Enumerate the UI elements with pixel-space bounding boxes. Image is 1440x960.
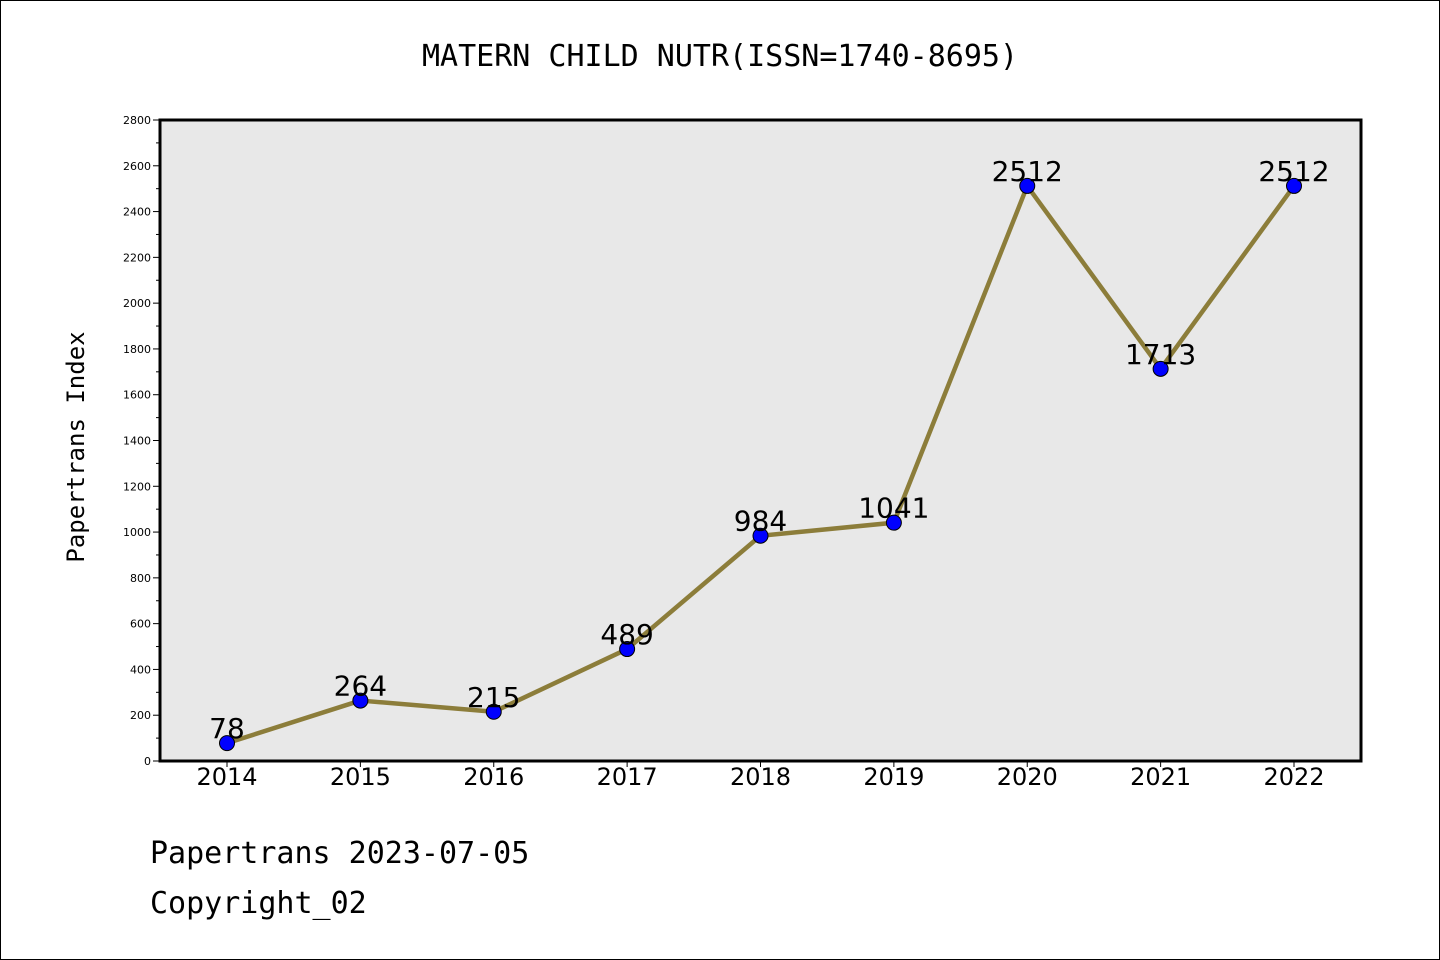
- x-tick-label: 2019: [863, 763, 924, 791]
- data-label: 489: [600, 618, 653, 651]
- x-tick-label: 2017: [597, 763, 658, 791]
- x-tick-label: 2020: [997, 763, 1058, 791]
- data-labels: 78 264 215 489 984 1041 2512 1713 2512: [209, 155, 1329, 745]
- x-tick-label: 2018: [730, 763, 791, 791]
- data-point: [752, 527, 769, 544]
- chart-title: MATERN CHILD NUTR(ISSN=1740-8695): [422, 39, 1018, 74]
- y-tick-label: 2400: [123, 206, 151, 219]
- x-tick-label: 2016: [463, 763, 524, 791]
- data-point: [1286, 177, 1302, 194]
- y-tick-label: 200: [130, 709, 151, 722]
- y-tick-label: 1000: [123, 526, 151, 539]
- x-axis: 2014 2015 2016 2017 2018 2019 2020 2021 2022: [196, 761, 1325, 791]
- y-tick-label: 800: [130, 572, 151, 585]
- y-tick-label: 2800: [123, 114, 151, 127]
- data-label: 1041: [858, 492, 929, 525]
- y-tick-label: 600: [130, 618, 151, 631]
- footer-date: Papertrans 2023-07-05: [150, 836, 530, 871]
- data-point: [485, 703, 502, 720]
- y-tick-label: 1200: [123, 480, 151, 493]
- y-tick-label: 1600: [123, 389, 151, 402]
- y-tick-label: 2600: [123, 160, 151, 173]
- data-point: [1152, 360, 1169, 377]
- series-layer: [219, 177, 1302, 752]
- x-tick-label: 2021: [1130, 763, 1191, 791]
- x-tick-label: 2022: [1263, 763, 1324, 791]
- data-point: [619, 641, 636, 658]
- y-tick-label: 400: [130, 663, 151, 676]
- y-axis-label: Papertrans Index: [62, 331, 90, 562]
- data-label: 264: [334, 670, 387, 703]
- data-point: [219, 735, 235, 752]
- data-label: 2512: [992, 155, 1063, 188]
- data-label: 1713: [1125, 338, 1196, 371]
- data-point: [885, 514, 902, 531]
- x-tick-label: 2015: [330, 763, 391, 791]
- x-tick-label: 2014: [196, 763, 257, 791]
- y-tick-label: 1800: [123, 343, 151, 356]
- data-label: 2512: [1258, 155, 1329, 188]
- y-axis: 0 200 400 600 800 1000 1200 1400 1600 1800 2000 220…: [123, 114, 160, 768]
- y-tick-label: 1400: [123, 435, 151, 448]
- footer-copyright: Copyright_02: [150, 886, 367, 921]
- plot-area: [158, 118, 1363, 763]
- data-point: [352, 692, 369, 709]
- data-point: [1019, 177, 1036, 194]
- y-tick-label: 2000: [123, 297, 151, 310]
- y-tick-label: 2200: [123, 251, 151, 264]
- data-label: 984: [734, 505, 787, 538]
- data-label: 78: [209, 712, 245, 745]
- y-tick-label: 0: [144, 755, 151, 768]
- data-label: 215: [467, 681, 520, 714]
